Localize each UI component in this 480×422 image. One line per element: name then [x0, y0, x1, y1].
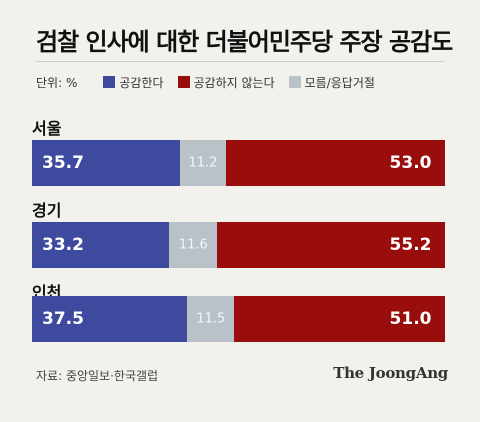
legend-label-disagree: 공감하지 않는다 [193, 75, 275, 90]
legend-swatch-disagree [177, 76, 190, 88]
bar-incheon: 37.5 11.5 51.0 [32, 296, 446, 342]
bar-segment-seoul-disagree: 53.0 [225, 140, 446, 186]
legend: 단위: % 공감한다 공감하지 않는다 모름/응답거절 [36, 74, 389, 90]
legend-item-unknown: 모름/응답거절 [288, 74, 375, 91]
data-label-gyeonggi-disagree: 55.2 [389, 235, 432, 255]
region-label-seoul: 서울 [32, 119, 62, 138]
data-label-incheon-unknown: 11.5 [196, 311, 226, 327]
data-label-seoul-unknown: 11.2 [188, 155, 218, 171]
bar-segment-incheon-unknown: 11.5 [186, 296, 235, 342]
bar-segment-seoul-unknown: 11.2 [179, 140, 227, 186]
data-label-seoul-disagree: 53.0 [389, 153, 432, 173]
unit-label: 단위: % [36, 75, 78, 90]
bar-segment-gyeonggi-agree: 33.2 [32, 222, 170, 268]
chart-title: 검찰 인사에 대한 더불어민주당 주장 공감도 [36, 28, 453, 56]
region-label-gyeonggi: 경기 [32, 201, 62, 220]
bar-gyeonggi: 33.2 11.6 55.2 [32, 222, 446, 268]
legend-label-unknown: 모름/응답거절 [304, 75, 375, 90]
bar-segment-gyeonggi-disagree: 55.2 [217, 222, 446, 268]
brand-logo: The JoongAng [333, 364, 448, 382]
bar-segment-incheon-disagree: 51.0 [234, 296, 446, 342]
data-label-seoul-agree: 35.7 [42, 153, 84, 173]
bar-segment-gyeonggi-unknown: 11.6 [169, 222, 218, 268]
data-label-incheon-agree: 37.5 [42, 309, 84, 329]
title-divider [36, 61, 444, 62]
source-note: 자료: 중앙일보·한국갤럽 [36, 369, 159, 383]
bar-seoul: 35.7 11.2 53.0 [32, 140, 446, 186]
legend-swatch-agree [103, 76, 116, 88]
bar-segment-incheon-agree: 37.5 [32, 296, 188, 342]
legend-item-agree: 공감한다 [103, 74, 164, 91]
data-label-gyeonggi-agree: 33.2 [42, 235, 84, 255]
legend-label-agree: 공감한다 [119, 75, 164, 90]
bar-segment-seoul-agree: 35.7 [32, 140, 181, 186]
legend-swatch-unknown [288, 76, 301, 88]
data-label-incheon-disagree: 51.0 [389, 309, 432, 329]
data-label-gyeonggi-unknown: 11.6 [178, 237, 208, 253]
legend-item-disagree: 공감하지 않는다 [177, 74, 275, 91]
